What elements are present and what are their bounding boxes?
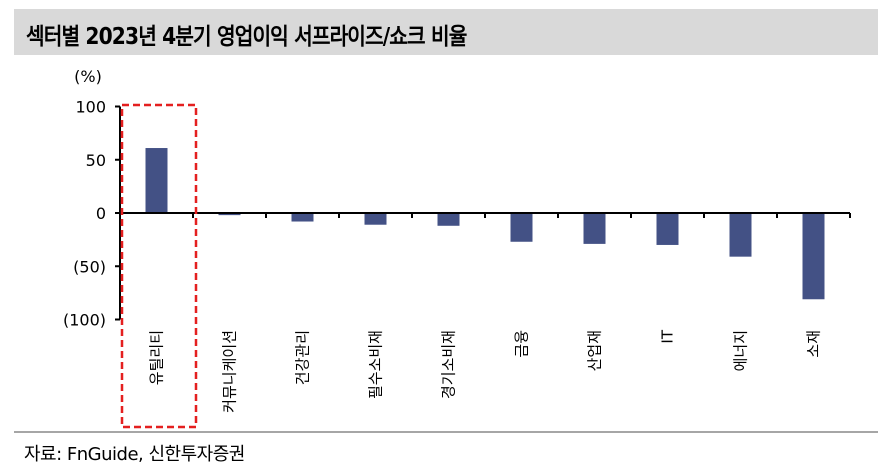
y-tick-label: 50 (86, 151, 106, 170)
x-tick-label: 에너지 (732, 330, 750, 371)
x-tick-label: 경기소비재 (440, 330, 458, 399)
bar (729, 213, 752, 257)
divider (14, 431, 878, 433)
bar (437, 213, 460, 226)
y-tick-label: (50) (73, 257, 106, 276)
x-tick-label: 커뮤니케이션 (221, 330, 239, 413)
bar (145, 148, 168, 213)
bar (656, 213, 679, 245)
bar (218, 213, 241, 216)
x-tick-label: 필수소비재 (367, 330, 385, 399)
x-tick-label: 유틸리티 (148, 330, 166, 385)
bar (510, 213, 533, 242)
x-tick-label: IT (659, 329, 677, 343)
y-axis-unit: (%) (74, 67, 102, 86)
source-note: 자료: FnGuide, 신한투자증권 (24, 444, 245, 465)
x-tick-label: 금융 (513, 330, 531, 358)
highlight-box (120, 103, 198, 429)
bar (364, 213, 387, 225)
bar (583, 213, 606, 244)
title-bar: 섹터별 2023년 4분기 영업이익 서프라이즈/쇼크 비율 (14, 9, 878, 55)
bar (802, 213, 825, 300)
y-tick-label: 100 (75, 98, 106, 117)
y-tick-label: (100) (63, 311, 106, 330)
bar (291, 213, 314, 222)
x-tick-label: 산업재 (586, 330, 604, 371)
y-tick-label: 0 (96, 204, 106, 223)
x-tick-label: 건강관리 (294, 330, 312, 385)
x-tick-label: 소재 (805, 330, 823, 358)
chart-title: 섹터별 2023년 4분기 영업이익 서프라이즈/쇼크 비율 (26, 24, 467, 50)
